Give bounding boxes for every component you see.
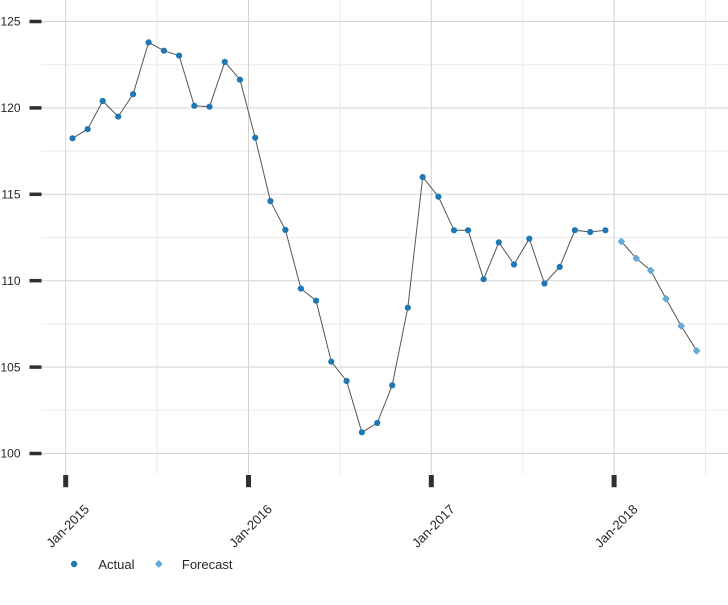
svg-text:Forecast: Forecast — [182, 557, 233, 572]
svg-text:100: 100 — [0, 447, 20, 461]
svg-text:120: 120 — [0, 101, 20, 115]
svg-text:Actual: Actual — [98, 557, 134, 572]
svg-text:125: 125 — [0, 15, 20, 29]
svg-text:115: 115 — [1, 188, 20, 202]
svg-text:105: 105 — [0, 360, 20, 374]
svg-text:110: 110 — [1, 274, 20, 288]
